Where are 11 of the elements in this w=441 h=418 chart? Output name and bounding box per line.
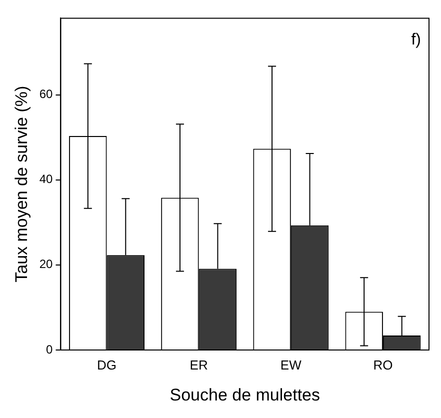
annotation: f) (411, 32, 421, 49)
x-axis-title: Souche de mulettes (170, 385, 320, 404)
y-tick-label: 20 (39, 257, 54, 272)
y-tick-label: 0 (46, 342, 54, 356)
y-tick-label: 60 (39, 87, 54, 102)
y-tick-label: 40 (39, 172, 54, 186)
x-tick-label: DG (97, 357, 117, 372)
x-tick-label: EW (280, 357, 302, 372)
y-axis-title: Taux moyen de survie (%) (12, 86, 31, 282)
x-tick-label: ER (190, 357, 208, 372)
x-tick-label: RO (373, 357, 393, 372)
